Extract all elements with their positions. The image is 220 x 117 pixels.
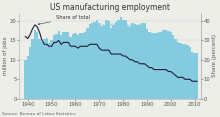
Bar bbox=[167, 31, 170, 99]
Bar bbox=[62, 32, 65, 99]
Bar bbox=[184, 44, 186, 99]
Bar bbox=[134, 24, 136, 99]
Bar bbox=[108, 21, 110, 99]
Text: Manufacturing jobs: Manufacturing jobs bbox=[97, 23, 145, 28]
Bar bbox=[24, 60, 27, 99]
Bar bbox=[86, 28, 88, 99]
Bar bbox=[153, 33, 155, 99]
Bar bbox=[70, 37, 72, 99]
Bar bbox=[96, 20, 98, 99]
Bar bbox=[29, 47, 31, 99]
Bar bbox=[41, 42, 43, 99]
Bar bbox=[132, 23, 134, 99]
Bar bbox=[165, 30, 167, 99]
Bar bbox=[162, 30, 165, 99]
Bar bbox=[189, 47, 191, 99]
Bar bbox=[155, 33, 158, 99]
Bar bbox=[98, 23, 101, 99]
Text: Source: Bureau of Labor Statistics: Source: Bureau of Labor Statistics bbox=[2, 112, 76, 116]
Bar bbox=[81, 33, 84, 99]
Bar bbox=[43, 38, 46, 99]
Bar bbox=[53, 35, 55, 99]
Bar bbox=[170, 31, 172, 99]
Bar bbox=[58, 31, 60, 99]
Bar bbox=[34, 30, 36, 99]
Bar bbox=[196, 53, 198, 99]
Title: US manufacturing employment: US manufacturing employment bbox=[50, 4, 170, 13]
Y-axis label: million of jobs: million of jobs bbox=[4, 37, 9, 75]
Bar bbox=[77, 35, 79, 99]
Bar bbox=[160, 32, 162, 99]
Bar bbox=[84, 31, 86, 99]
Text: Share of total: Share of total bbox=[38, 15, 90, 25]
Bar bbox=[79, 33, 81, 99]
Bar bbox=[65, 32, 67, 99]
Bar bbox=[31, 39, 34, 99]
Bar bbox=[174, 39, 177, 99]
Bar bbox=[177, 42, 179, 99]
Bar bbox=[67, 32, 70, 99]
Bar bbox=[146, 29, 148, 99]
Bar bbox=[129, 27, 132, 99]
Bar bbox=[60, 35, 62, 99]
Bar bbox=[36, 31, 38, 99]
Bar bbox=[101, 26, 103, 99]
Bar bbox=[38, 38, 41, 99]
Y-axis label: Share (percent): Share (percent) bbox=[211, 35, 216, 77]
Bar bbox=[72, 34, 74, 99]
Bar bbox=[172, 35, 174, 99]
Bar bbox=[191, 53, 193, 99]
Bar bbox=[93, 22, 96, 99]
Bar bbox=[136, 25, 139, 99]
Bar bbox=[182, 44, 184, 99]
Bar bbox=[48, 43, 50, 99]
Bar bbox=[122, 20, 124, 99]
Bar bbox=[117, 20, 119, 99]
Bar bbox=[50, 40, 53, 99]
Bar bbox=[91, 23, 93, 99]
Bar bbox=[103, 25, 105, 99]
Bar bbox=[27, 56, 29, 99]
Bar bbox=[46, 38, 48, 99]
Bar bbox=[119, 17, 122, 99]
Bar bbox=[112, 25, 115, 99]
Bar bbox=[110, 28, 112, 99]
Bar bbox=[115, 22, 117, 99]
Bar bbox=[55, 34, 58, 99]
Bar bbox=[193, 53, 196, 99]
Bar bbox=[124, 20, 127, 99]
Bar bbox=[105, 20, 108, 99]
Bar bbox=[88, 24, 91, 99]
Bar bbox=[150, 33, 153, 99]
Bar bbox=[74, 33, 77, 99]
Bar bbox=[141, 23, 143, 99]
Bar bbox=[143, 23, 146, 99]
Bar bbox=[148, 32, 150, 99]
Bar bbox=[158, 32, 160, 99]
Bar bbox=[179, 43, 182, 99]
Bar bbox=[186, 45, 189, 99]
Bar bbox=[139, 25, 141, 99]
Bar bbox=[127, 26, 129, 99]
